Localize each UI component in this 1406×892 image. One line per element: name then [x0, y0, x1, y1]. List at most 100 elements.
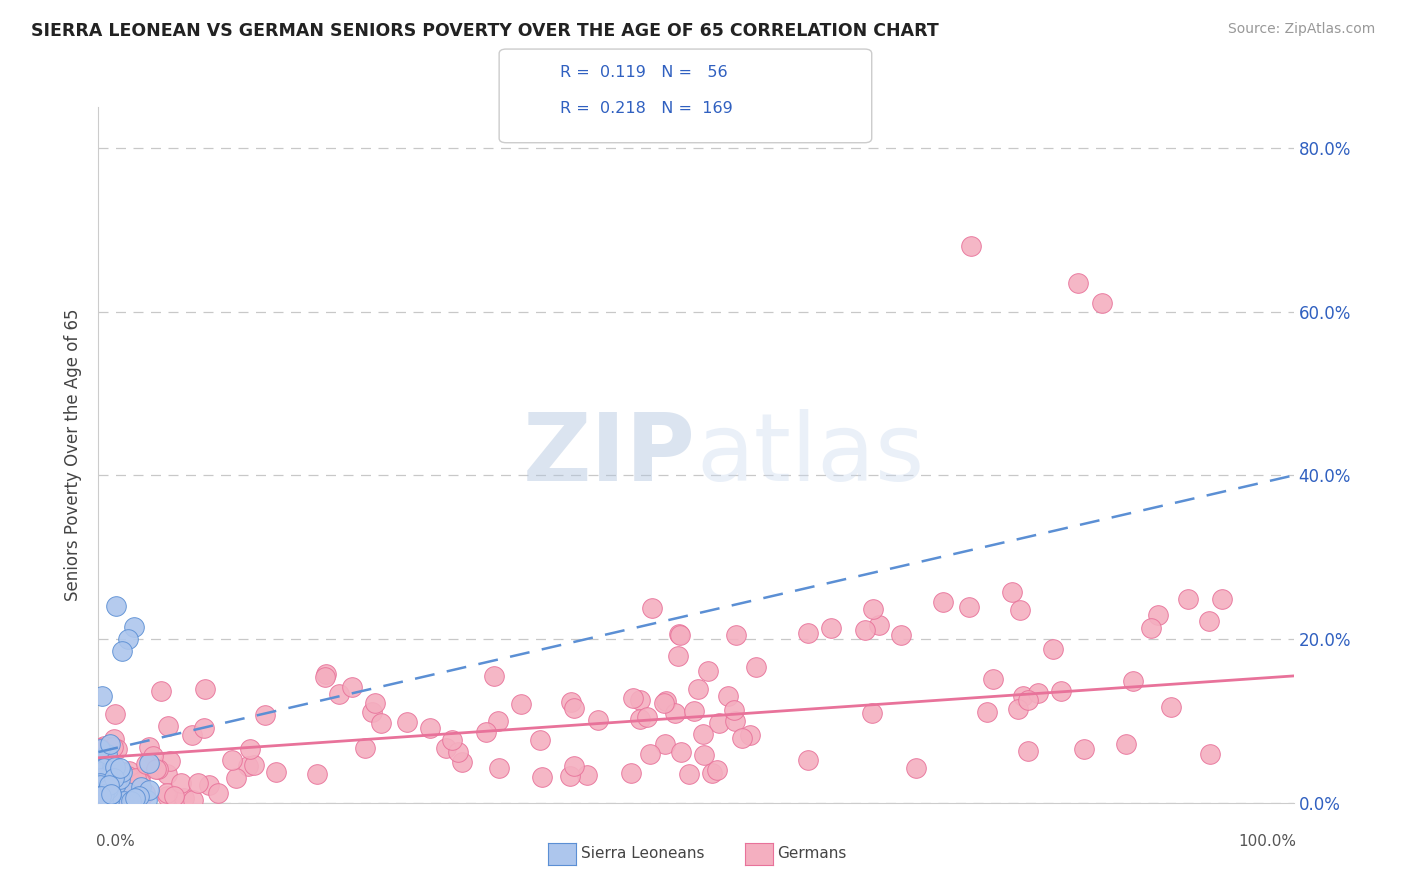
Point [173, 791, 195, 805]
Point [655, 694, 678, 708]
Point [243, 757, 266, 772]
Point [706, 763, 728, 777]
Point [105, 599, 128, 614]
Point [129, 780, 152, 794]
Point [1091, 296, 1114, 310]
Point [111, 769, 134, 783]
Point [120, 794, 142, 808]
Point [1042, 642, 1064, 657]
Point [187, 776, 209, 790]
Point [198, 778, 221, 792]
Point [98, 754, 121, 768]
Point [862, 602, 884, 616]
Point [120, 792, 142, 806]
Point [364, 697, 387, 711]
Point [264, 765, 287, 780]
Point [315, 667, 337, 681]
Point [117, 769, 139, 783]
Point [447, 745, 470, 759]
Point [236, 758, 259, 772]
Point [110, 772, 132, 786]
Point [486, 714, 509, 728]
Point [976, 706, 998, 720]
Text: atlas: atlas [696, 409, 924, 501]
Point [1115, 737, 1137, 751]
Point [103, 739, 125, 754]
Point [96, 784, 118, 798]
Point [180, 728, 202, 742]
Point [686, 682, 709, 697]
Point [96, 765, 118, 780]
Point [96, 783, 118, 797]
Point [90, 783, 112, 797]
Point [90, 795, 112, 809]
Point [225, 771, 247, 785]
Point [100, 787, 122, 801]
Point [107, 769, 129, 783]
Point [1008, 603, 1031, 617]
Point [90, 788, 112, 802]
Point [101, 764, 124, 778]
Point [96, 779, 118, 793]
Point [1147, 608, 1170, 623]
Point [129, 775, 152, 789]
Text: R =  0.218   N =  169: R = 0.218 N = 169 [560, 101, 733, 116]
Point [238, 742, 260, 756]
Text: 0.0%: 0.0% [96, 834, 135, 849]
Point [221, 753, 243, 767]
Point [474, 724, 496, 739]
Point [97, 782, 120, 797]
Point [89, 752, 111, 766]
Text: R =  0.119   N =   56: R = 0.119 N = 56 [560, 65, 727, 80]
Point [724, 628, 747, 642]
Point [100, 794, 122, 808]
Point [370, 716, 392, 731]
Point [90, 790, 112, 805]
Point [724, 714, 747, 728]
Point [628, 712, 651, 726]
Text: SIERRA LEONEAN VS GERMAN SENIORS POVERTY OVER THE AGE OF 65 CORRELATION CHART: SIERRA LEONEAN VS GERMAN SENIORS POVERTY… [31, 22, 939, 40]
Point [111, 765, 134, 780]
Point [1007, 701, 1029, 715]
Point [90, 690, 112, 704]
Point [100, 788, 122, 802]
Point [440, 733, 463, 747]
Text: Germans: Germans [778, 846, 846, 861]
Point [1122, 673, 1144, 688]
Point [307, 767, 329, 781]
Point [1017, 744, 1039, 758]
Point [90, 759, 112, 773]
Point [531, 770, 554, 784]
Point [1160, 699, 1182, 714]
Point [120, 784, 142, 798]
Point [91, 789, 114, 803]
Point [163, 789, 186, 803]
Point [562, 759, 585, 773]
Point [709, 715, 731, 730]
Point [693, 748, 716, 763]
Point [932, 595, 955, 609]
Point [668, 627, 690, 641]
Point [101, 772, 124, 787]
Text: Source: ZipAtlas.com: Source: ZipAtlas.com [1227, 22, 1375, 37]
Point [127, 793, 149, 807]
Point [890, 628, 912, 642]
Point [98, 767, 121, 781]
Point [560, 695, 582, 709]
Point [1198, 614, 1220, 628]
Point [93, 764, 115, 778]
Point [108, 761, 131, 775]
Point [135, 792, 157, 806]
Point [121, 793, 143, 807]
Point [93, 794, 115, 808]
Point [682, 704, 704, 718]
Point [640, 747, 662, 761]
Point [129, 770, 152, 784]
Point [117, 789, 139, 803]
Point [797, 626, 820, 640]
Point [93, 761, 115, 775]
Point [668, 649, 690, 664]
Point [90, 789, 112, 803]
Point [156, 786, 179, 800]
Point [148, 762, 170, 776]
